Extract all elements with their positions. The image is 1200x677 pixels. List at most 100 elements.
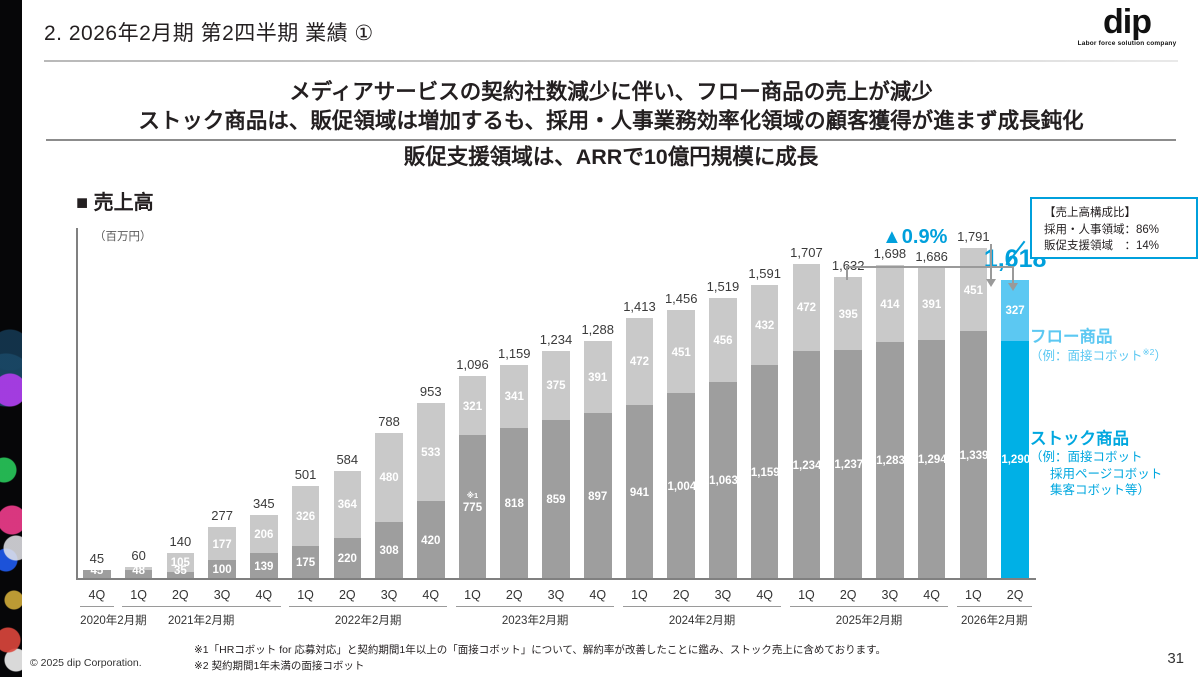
- bar-label-stock: 220: [337, 553, 357, 566]
- bar-total-label: 1,698: [873, 246, 907, 262]
- bar-label-stock: 859: [546, 494, 566, 507]
- bar-label-stock: 1,159: [750, 466, 780, 479]
- bar-label-flow: 206: [254, 528, 274, 541]
- page-title: 2. 2026年2月期 第2四半期 業績 ①: [44, 22, 374, 45]
- header-divider: [44, 60, 1178, 62]
- bar-3Q-7: 308 480 788: [375, 414, 403, 579]
- bar-4Q-0: 45 45: [83, 551, 111, 579]
- x-tick-2: 2Q: [171, 588, 189, 602]
- bar-label-stock: 139: [254, 560, 274, 573]
- comparison-bracket: [846, 266, 1018, 291]
- chart-unit-label: （百万円）: [94, 231, 152, 243]
- background-strip: [0, 0, 22, 677]
- bar-label-stock: 420: [421, 534, 441, 547]
- x-tick-12: 4Q: [589, 588, 607, 602]
- bar-segment-stock: [250, 552, 278, 579]
- bar-label-flow: 391: [588, 371, 608, 384]
- copyright: © 2025 dip Corporation.: [30, 657, 142, 669]
- legend-flow-title: フロー商品: [1030, 328, 1113, 346]
- bar-1Q-5: 175 326 501: [291, 467, 320, 579]
- bar-3Q-15: 1,063 456 1,519: [707, 279, 739, 579]
- bar-label-flow: 456: [713, 335, 733, 348]
- bar-label-stock: 100: [212, 564, 232, 577]
- bar-label-stock: 1,004: [667, 480, 697, 493]
- legend-stock-sub-2: 採用ページコボット: [1050, 466, 1163, 481]
- bar-segment-flow: [208, 527, 236, 560]
- headline-block: メディアサービスの契約社数減少に伴い、フロー商品の売上が減少 ストック商品は、販…: [22, 78, 1200, 172]
- footnote-2: ※2 契約期間1年未満の面接コボット: [194, 659, 365, 672]
- bar-total-label: 60: [131, 548, 146, 564]
- bar-segment-flow: [876, 265, 904, 342]
- bar-segment-flow: [250, 514, 278, 553]
- fiscal-group-1: 2021年2月期: [121, 606, 281, 628]
- chart-section-title: ■ 売上高: [76, 192, 154, 214]
- bar-label-flow: 414: [880, 298, 900, 311]
- legend-flow-sub-close: ）: [1154, 349, 1167, 364]
- bar-label-stock: 1,283: [876, 455, 905, 468]
- headline-line-3: 販促支援領域は、ARRで10億円規模に成長: [403, 144, 819, 169]
- bar-2Q-10: 818 341 1,159: [498, 346, 531, 579]
- bar-label-flow: 327: [1005, 305, 1025, 318]
- bar-2Q-14: 1,004 451 1,456: [665, 291, 697, 579]
- bar-label-flow: 391: [922, 298, 942, 311]
- fiscal-group-label: 2026年2月期: [961, 615, 1028, 628]
- bar-label-stock: 1,339: [959, 449, 989, 462]
- ratio-recruit: 採用・人事領域：86%: [1044, 223, 1160, 236]
- bar-label-stock: 45: [90, 565, 104, 578]
- footnote-1: ※1「HRコボット for 応募対応」と契約期間1年以上の「面接コボット」につい…: [194, 644, 887, 656]
- slide-header: 2. 2026年2月期 第2四半期 業績 ① dip Labor force s…: [22, 0, 1200, 64]
- bar-label-stock: 941: [629, 486, 650, 499]
- bar-4Q-8: 420 533 953: [417, 384, 445, 579]
- quarter-labels: 4Q 1Q 2Q 3Q 4Q 1Q 2Q 3Q 4Q 1Q 2Q 3Q 4Q 1Q 2Q 3Q 4Q 1Q 2Q 3Q…: [76, 588, 1036, 606]
- fiscal-group-underline: [789, 606, 949, 608]
- bar-segment-stock: [1001, 340, 1029, 579]
- slide: 2. 2026年2月期 第2四半期 業績 ① dip Labor force s…: [22, 0, 1200, 677]
- bar-segment-stock: [417, 500, 445, 579]
- x-tick-9: 1Q: [464, 588, 481, 602]
- bar-segment-stock: [792, 350, 821, 579]
- bar-total-label: 584: [336, 451, 359, 467]
- legend-flow-sub-text: （例：面接コボット: [1030, 349, 1143, 364]
- fiscal-group-3: 2023年2月期: [455, 606, 615, 628]
- bar-label-flow: 480: [379, 472, 399, 485]
- bar-total-label: 788: [378, 414, 400, 430]
- bar-total-label: 1,413: [623, 298, 656, 314]
- x-tick-22: 2Q: [1006, 588, 1024, 602]
- x-axis: [76, 578, 1036, 580]
- bar-segment-stock: [667, 393, 695, 579]
- bar-total-label: 1,096: [456, 357, 489, 373]
- fiscal-group-2: 2022年2月期: [288, 606, 448, 628]
- ratio-callout-arrow: [990, 244, 992, 282]
- bar-segment-flow: [750, 285, 779, 365]
- bar-total-label: 1,159: [497, 345, 531, 361]
- bar-total-label: 1,456: [664, 291, 698, 307]
- bar-segment-stock: [625, 404, 654, 579]
- bar-segment-stock: [834, 350, 862, 579]
- bar-segment-stock: [709, 382, 737, 579]
- x-tick-6: 2Q: [338, 588, 356, 602]
- bar-label-flow: 472: [796, 302, 817, 315]
- bar-segment-stock: [333, 537, 362, 579]
- bar-footnote-marker: ※1: [466, 490, 479, 500]
- x-tick-19: 3Q: [881, 588, 899, 602]
- bar-label-stock: 897: [588, 490, 608, 503]
- bar-label-stock: 35: [173, 565, 187, 578]
- bar-total-label: 1,707: [790, 244, 823, 260]
- bar-label-flow: 395: [838, 308, 858, 321]
- bar-segment-flow: [834, 277, 862, 351]
- bar-total-label: 1,234: [539, 331, 573, 347]
- headline-divider: [46, 139, 1176, 141]
- y-axis: [76, 228, 78, 580]
- bar-segment-stock: [917, 339, 946, 579]
- fiscal-group-underline: [288, 606, 448, 608]
- legend-stock: ストック商品 （例：面接コボット 採用ページコボット 集客コボット等）: [1030, 425, 1162, 499]
- bar-label-stock: 1,237: [834, 459, 864, 472]
- bar-3Q-11: 859 375 1,234: [540, 332, 572, 579]
- bar-label-stock: 1,294: [917, 454, 947, 467]
- fiscal-group-label: 2023年2月期: [501, 615, 569, 628]
- x-tick-8: 4Q: [422, 588, 440, 602]
- bar-segment-flow: [542, 350, 570, 420]
- bar-segment-stock: [876, 341, 904, 579]
- bar-segment-flow: [792, 263, 821, 351]
- logo-wordmark: dip: [1103, 3, 1152, 41]
